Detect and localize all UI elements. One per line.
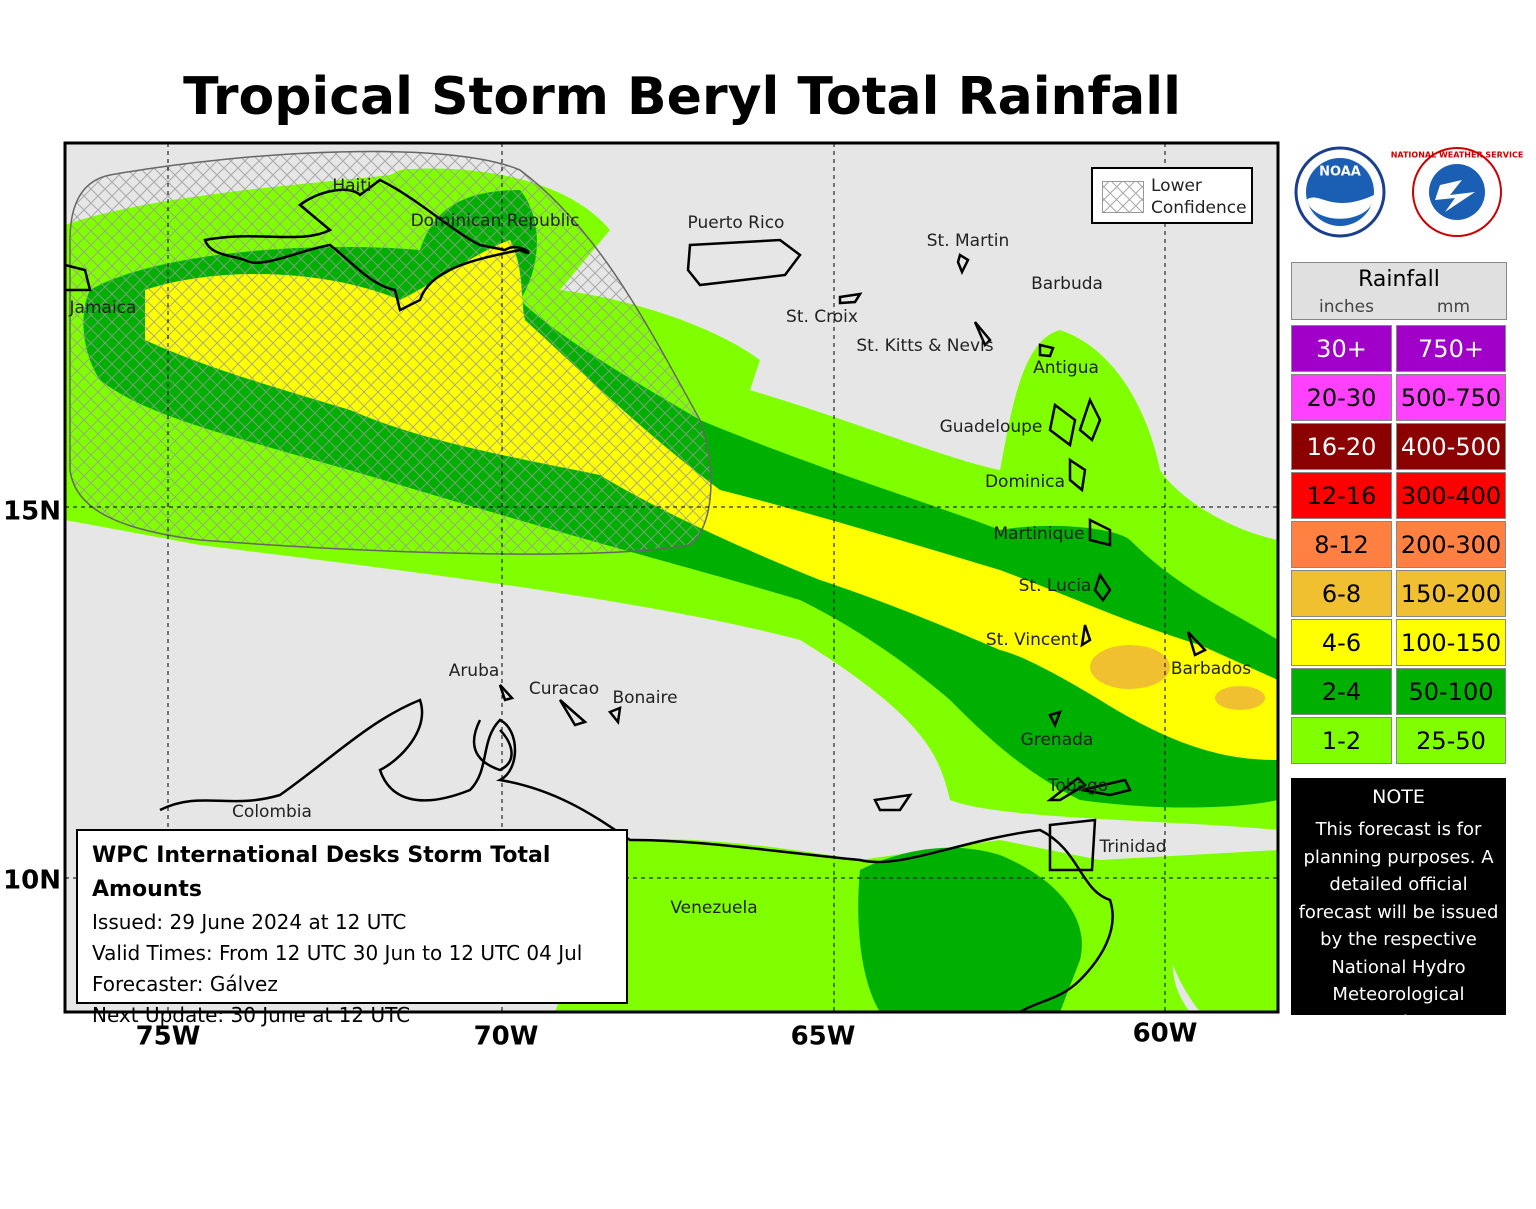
- place-label: St. Lucia: [1019, 576, 1092, 596]
- hatch-swatch: [1102, 181, 1144, 213]
- place-label: St. Vincent: [986, 630, 1079, 650]
- longitude-label: 65W: [791, 1022, 856, 1052]
- info-title: WPC International Desks Storm Total Amou…: [92, 843, 551, 902]
- place-label: Haiti: [332, 176, 371, 196]
- nws-text: NATIONAL WEATHER SERVICE: [1391, 151, 1524, 160]
- legend-mm: 50-100: [1396, 668, 1506, 715]
- info-line: Issued: 29 June 2024 at 12 UTC: [92, 910, 407, 934]
- place-label: Grenada: [1021, 730, 1094, 750]
- place-label: Guadeloupe: [940, 417, 1043, 437]
- longitude-label: 70W: [474, 1022, 539, 1052]
- note-text: This forecast is for planning purposes. …: [1298, 819, 1499, 1033]
- unit-label: inches: [1319, 297, 1374, 317]
- info-lines: Issued: 29 June 2024 at 12 UTC Valid Time…: [92, 907, 612, 1031]
- rainfall-title: Rainfall: [1358, 267, 1440, 292]
- place-label: Colombia: [232, 802, 312, 822]
- legend-mm: 200-300: [1396, 521, 1506, 568]
- place-label: Dominican Republic: [411, 211, 580, 231]
- legend-inches: 1-2: [1291, 717, 1392, 764]
- legend-inches: 12-16: [1291, 472, 1392, 519]
- legend-mm: 400-500: [1396, 423, 1506, 470]
- legend-inches: 16-20: [1291, 423, 1392, 470]
- place-label: Curacao: [529, 679, 599, 699]
- map-frame: [63, 141, 1280, 1014]
- place-label: Tobago: [1047, 776, 1108, 796]
- nws-logo: NATIONAL WEATHER SERVICE: [1391, 147, 1524, 237]
- title: Tropical Storm Beryl Total Rainfall: [183, 67, 1181, 127]
- info-box: WPC International Desks Storm Total Amou…: [76, 829, 628, 1027]
- legend-mm: 750+: [1396, 325, 1506, 372]
- place-label: St. Croix: [786, 307, 858, 327]
- legend-inches: 8-12: [1291, 521, 1392, 568]
- rain-2-4-south: [858, 847, 1082, 1012]
- place-label: Dominica: [985, 472, 1065, 492]
- longitude-label: 60W: [1133, 1019, 1198, 1049]
- unit-label: mm: [1436, 297, 1471, 317]
- legend-mm: 300-400: [1396, 472, 1506, 519]
- latitude-label: 15N: [3, 497, 61, 527]
- legend-inches: 2-4: [1291, 668, 1392, 715]
- legend-inches: 6-8: [1291, 570, 1392, 617]
- coastlines: [65, 178, 1208, 1012]
- info-line: Valid Times: From 12 UTC 30 Jun to 12 UT…: [92, 941, 583, 965]
- legend-inches: 30+: [1291, 325, 1392, 372]
- lower-confidence-legend: Lower Confidence: [1091, 167, 1253, 224]
- rain-6-8: [1215, 686, 1265, 710]
- longitude-label: 75W: [136, 1022, 201, 1052]
- place-label: Puerto Rico: [688, 213, 785, 233]
- latitude-label: 10N: [3, 866, 61, 896]
- legend-mm: 25-50: [1396, 717, 1506, 764]
- place-label: St. Martin: [927, 231, 1010, 251]
- lower-confidence-label: Lower Confidence: [1151, 176, 1247, 218]
- info-line: Forecaster: Gálvez: [92, 972, 278, 996]
- place-label: Antigua: [1033, 358, 1099, 378]
- place-label: Aruba: [449, 661, 500, 681]
- place-label: Jamaica: [69, 298, 137, 318]
- note-box: NOTE This forecast is for planning purpo…: [1291, 778, 1506, 1033]
- rain-6-8: [1090, 645, 1170, 689]
- legend-mm: 150-200: [1396, 570, 1506, 617]
- place-label: Barbuda: [1031, 274, 1103, 294]
- lower-confidence-area: [69, 150, 712, 555]
- place-label: Bonaire: [612, 688, 677, 708]
- place-labels: Haiti Dominican Republic Jamaica Puerto …: [69, 176, 1252, 918]
- info-line: Next Update: 30 June at 12 UTC: [92, 1003, 411, 1027]
- note-title: NOTE: [1372, 786, 1425, 808]
- map: Haiti Dominican Republic Jamaica Puerto …: [65, 143, 1278, 1012]
- legend-inches: 4-6: [1291, 619, 1392, 666]
- noaa-text: NOAA: [1319, 165, 1361, 180]
- legend-mm: 500-750: [1396, 374, 1506, 421]
- place-label: Martinique: [994, 524, 1085, 544]
- legend-mm: 100-150: [1396, 619, 1506, 666]
- place-label: Venezuela: [670, 898, 757, 918]
- legend-inches: 20-30: [1291, 374, 1392, 421]
- rainfall-legend-header: Rainfall inches mm: [1291, 262, 1507, 320]
- place-label: Barbados: [1171, 659, 1251, 679]
- place-label: Trinidad: [1098, 837, 1166, 857]
- place-label: St. Kitts & Nevis: [856, 336, 993, 356]
- noaa-logo: NOAA: [1294, 146, 1386, 238]
